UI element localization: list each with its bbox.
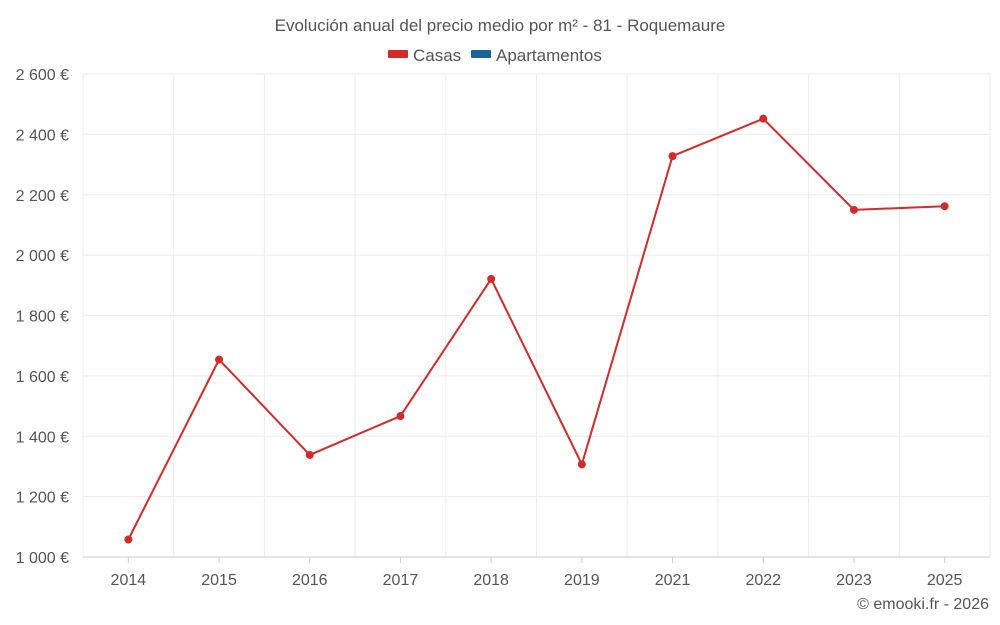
data-point-casas[interactable] [215,355,224,364]
x-tick-label: 2022 [745,572,781,589]
legend-swatch-casas [388,50,408,58]
legend-swatch-apartamentos [471,50,491,58]
x-tick-label: 2018 [473,572,509,589]
x-gridlines [82,74,991,557]
data-point-casas[interactable] [849,205,858,214]
x-axis-ticks: 2014 2015 2016 2017 2018 2019 2021 2022 2023 2025 [111,557,963,589]
y-tick-label: 2 200 € [16,188,69,205]
y-tick-label: 2 600 € [16,67,69,84]
legend-label-casas[interactable]: Casas [413,46,461,65]
chart-title: Evolución anual del precio medio por m² … [275,16,726,35]
y-tick-label: 2 400 € [16,127,69,144]
data-point-casas[interactable] [940,202,949,211]
series-layer [124,114,949,544]
y-tick-label: 1 400 € [16,429,69,446]
legend-label-apartamentos[interactable]: Apartamentos [496,46,602,65]
y-axis-ticks: 1 000 € 1 200 € 1 400 € 1 600 € 1 800 € 2 000… [16,67,69,567]
x-tick-label: 2025 [927,572,963,589]
x-tick-label: 2016 [292,572,328,589]
x-tick-label: 2019 [564,572,600,589]
data-point-casas[interactable] [124,535,133,544]
credit-text: © emooki.fr - 2026 [857,596,989,613]
series-line-casas [127,117,945,540]
x-tick-label: 2021 [655,572,691,589]
x-tick-label: 2017 [383,572,419,589]
x-tick-label: 2023 [836,572,872,589]
data-point-casas[interactable] [487,274,496,283]
y-tick-label: 1 600 € [16,369,69,386]
data-point-casas[interactable] [759,114,768,123]
x-tick-label: 2014 [111,572,147,589]
y-tick-label: 1 000 € [16,550,69,567]
y-tick-label: 1 200 € [16,490,69,507]
data-point-casas[interactable] [396,412,405,421]
y-tick-label: 1 800 € [16,309,69,326]
data-point-casas[interactable] [668,152,677,161]
data-point-casas[interactable] [305,450,314,459]
x-tick-label: 2015 [201,572,237,589]
legend: Casas Apartamentos [388,46,602,65]
data-point-casas[interactable] [577,460,586,469]
y-tick-label: 2 000 € [16,248,69,265]
